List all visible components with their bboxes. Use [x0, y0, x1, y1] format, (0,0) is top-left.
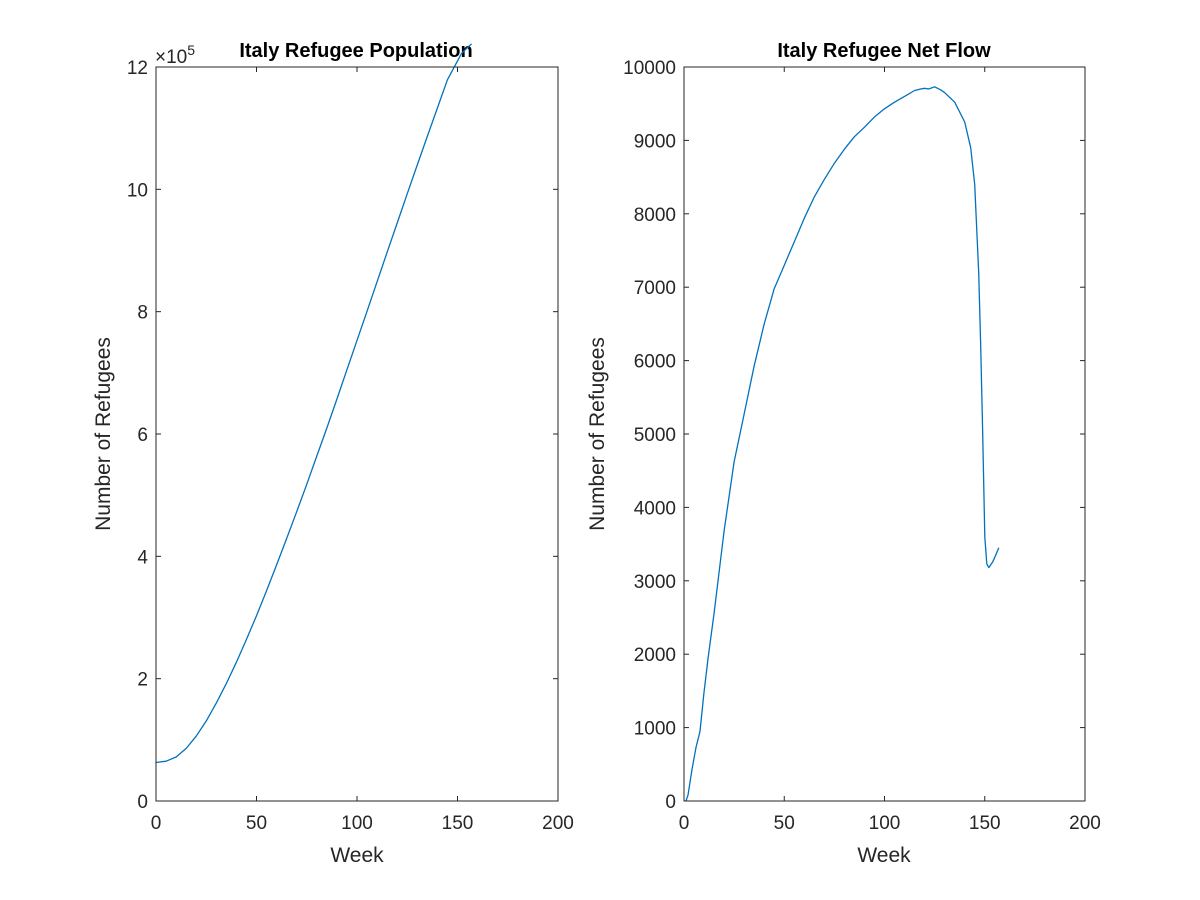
y-tick-label: 8: [137, 303, 148, 324]
svg-text:×105: ×105: [155, 42, 195, 68]
x-tick-label: 100: [869, 813, 901, 834]
series: [155, 43, 473, 764]
x-tick-label: 100: [341, 813, 373, 834]
y-tick-label: 2000: [634, 645, 676, 666]
x-tick-label: 50: [774, 813, 795, 834]
y-tick-label: 6: [137, 425, 148, 446]
series: [685, 86, 1000, 802]
y-axis-exponent: ×105: [155, 42, 195, 68]
series-line: [685, 86, 1000, 802]
x-tick-label: 0: [679, 813, 690, 834]
y-tick-label: 4000: [634, 498, 676, 519]
exponent-power: 5: [187, 42, 195, 58]
x-tick-label: 150: [969, 813, 1001, 834]
chart-title: Italy Refugee Population: [239, 40, 472, 62]
chart-title: Italy Refugee Net Flow: [777, 40, 991, 62]
x-tick-label: 200: [542, 813, 574, 834]
population-chart: Italy Refugee Population ×105 0 50 100 150 2…: [92, 40, 574, 867]
y-tick-label: 10: [127, 180, 148, 201]
y-tick-label: 7000: [634, 278, 676, 299]
y-tick-label: 8000: [634, 205, 676, 226]
y-tick-label: 10000: [623, 58, 676, 79]
y-tick-label: 2: [137, 670, 148, 691]
y-tick-label: 12: [127, 58, 148, 79]
x-tick-label: 0: [151, 813, 162, 834]
y-tick-label: 1000: [634, 719, 676, 740]
x-tick-label: 50: [246, 813, 267, 834]
y-axis-label: Number of Refugees: [92, 337, 115, 531]
x-axis-label: Week: [857, 844, 911, 867]
axes-box: [155, 66, 559, 802]
y-tick-label: 0: [137, 792, 148, 813]
x-axis-label: Week: [330, 844, 384, 867]
axes-box: [683, 66, 1086, 802]
net-flow-chart: Italy Refugee Net Flow 0 50 100 150 20001000…: [586, 40, 1101, 867]
y-tick-label: 5000: [634, 425, 676, 446]
x-tick-label: 200: [1069, 813, 1101, 834]
y-tick-label: 6000: [634, 352, 676, 373]
exponent-base: ×10: [155, 47, 187, 68]
tick-labels: 0 50 100 150 200 0 2 4 6 8 10 12: [127, 58, 574, 834]
y-tick-label: 4: [137, 547, 148, 568]
y-tick-label: 0: [665, 792, 676, 813]
y-tick-label: 3000: [634, 572, 676, 593]
series-line: [155, 43, 473, 764]
y-axis-label: Number of Refugees: [586, 337, 609, 531]
tick-labels: 0 50 100 150 2000100020003000400050006000700…: [623, 58, 1101, 834]
y-tick-label: 9000: [634, 131, 676, 152]
x-tick-label: 150: [442, 813, 474, 834]
